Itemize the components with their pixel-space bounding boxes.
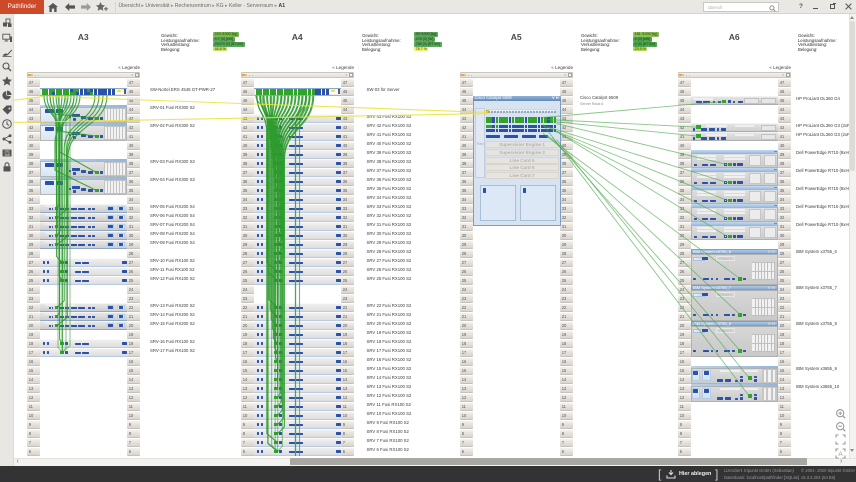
- svg-text:A: A: [838, 450, 843, 457]
- svg-text:168: 168: [4, 153, 10, 157]
- svg-text:192: 192: [4, 150, 10, 154]
